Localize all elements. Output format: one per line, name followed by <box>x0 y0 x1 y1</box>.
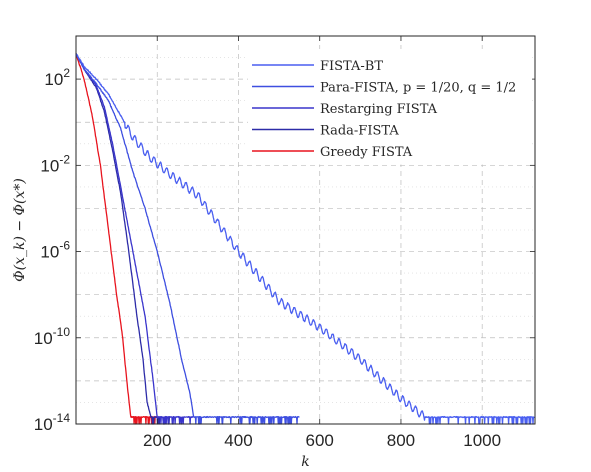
y-tick-exponent: -6 <box>59 239 70 253</box>
series-line <box>75 53 300 425</box>
y-tick-exponent: -10 <box>53 325 71 339</box>
y-tick-base: 10 <box>34 415 53 434</box>
x-tick-label: 200 <box>143 431 171 450</box>
y-axis-label: Φ(x_k) − Φ(x*) <box>12 178 28 282</box>
series-lines <box>75 53 536 425</box>
x-tick-label: 1000 <box>463 431 501 450</box>
legend-entry-label: FISTA-BT <box>320 59 383 74</box>
x-tick-labels: 200 400 600 800 1000 <box>143 431 501 450</box>
y-tick-exponent: -14 <box>53 411 71 425</box>
y-tick-label: 10-2 <box>40 152 70 175</box>
legend: FISTA-BT Para-FISTA, p = 1/20, q = 1/2 Res… <box>248 49 532 165</box>
y-tick-label: 10-6 <box>40 239 70 262</box>
y-tick-label: 10-14 <box>34 411 71 434</box>
y-tick-base: 10 <box>40 156 59 175</box>
y-tick-label: 10-10 <box>34 325 71 348</box>
plot-frame <box>75 35 536 425</box>
legend-entry-label: Greedy FISTA <box>320 145 413 160</box>
series-line <box>75 54 158 425</box>
y-tick-base: 10 <box>34 329 53 348</box>
y-tick-label: 102 <box>44 66 70 89</box>
ticks <box>76 36 535 425</box>
y-tick-exponent: 2 <box>63 66 70 80</box>
x-tick-label: 400 <box>224 431 252 450</box>
series-line <box>75 53 195 425</box>
y-tick-base: 10 <box>40 243 59 262</box>
legend-entry-label: Restarging FISTA <box>320 102 438 117</box>
x-tick-label: 600 <box>306 431 334 450</box>
legend-box <box>248 49 532 165</box>
x-tick-label: 800 <box>387 431 415 450</box>
legend-entry-label: Para-FISTA, p = 1/20, q = 1/2 <box>320 81 516 96</box>
x-axis-label: k <box>301 454 309 470</box>
legend-entry-label: Rada-FISTA <box>320 124 399 139</box>
series-line <box>75 53 171 425</box>
y-tick-base: 10 <box>44 70 63 89</box>
y-tick-exponent: -2 <box>59 152 70 166</box>
series-line <box>75 53 536 425</box>
